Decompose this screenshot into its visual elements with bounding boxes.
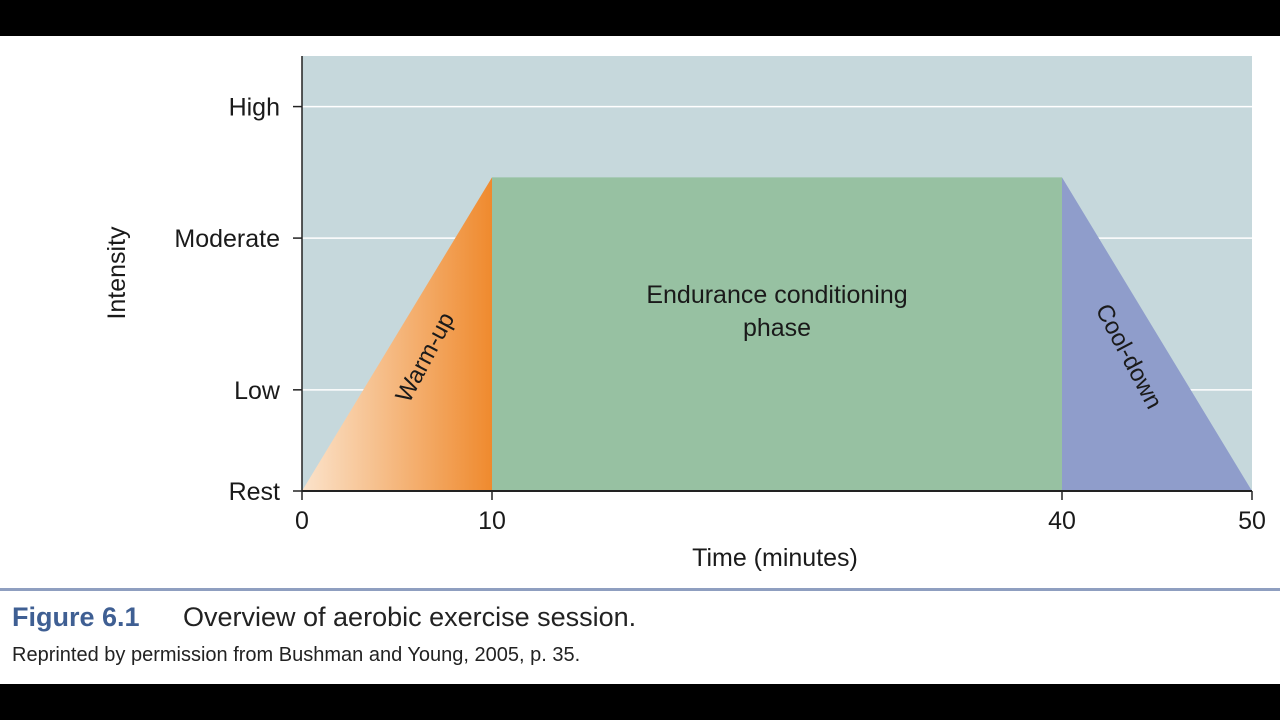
y-tick-label: Moderate — [174, 225, 280, 253]
figure-credit: Reprinted by permission from Bushman and… — [12, 644, 581, 666]
endurance-area — [492, 177, 1062, 491]
x-tick-label: 50 — [1238, 507, 1266, 535]
y-axis-title: Intensity — [103, 226, 131, 320]
figure-number: Figure 6.1 — [12, 602, 140, 632]
axes: Rest Low Moderate High 0 10 40 50 Time (minutes)… — [103, 56, 1266, 572]
x-tick-label: 0 — [295, 507, 309, 535]
letterbox-bottom — [0, 684, 1280, 720]
y-tick-label: Rest — [229, 478, 280, 506]
aerobic-session-chart: Rest Low Moderate High 0 10 40 50 Time (minutes)… — [103, 56, 1266, 572]
figure-slide: Rest Low Moderate High 0 10 40 50 Time (minutes)… — [0, 36, 1280, 684]
y-tick-label: High — [229, 94, 280, 122]
figure-title: Overview of aerobic exercise session. — [183, 602, 637, 632]
endurance-label-line-1: Endurance conditioning — [646, 281, 907, 309]
endurance-label-line-2: phase — [743, 314, 811, 342]
letterbox-top — [0, 0, 1280, 36]
x-tick-label: 10 — [478, 507, 506, 535]
y-tick-label: Low — [234, 377, 281, 405]
x-axis-title: Time (minutes) — [692, 544, 858, 572]
phase-areas — [302, 177, 1252, 491]
caption-divider — [0, 588, 1280, 591]
x-tick-label: 40 — [1048, 507, 1076, 535]
cooldown-area — [1062, 177, 1252, 491]
warmup-area — [302, 177, 492, 491]
